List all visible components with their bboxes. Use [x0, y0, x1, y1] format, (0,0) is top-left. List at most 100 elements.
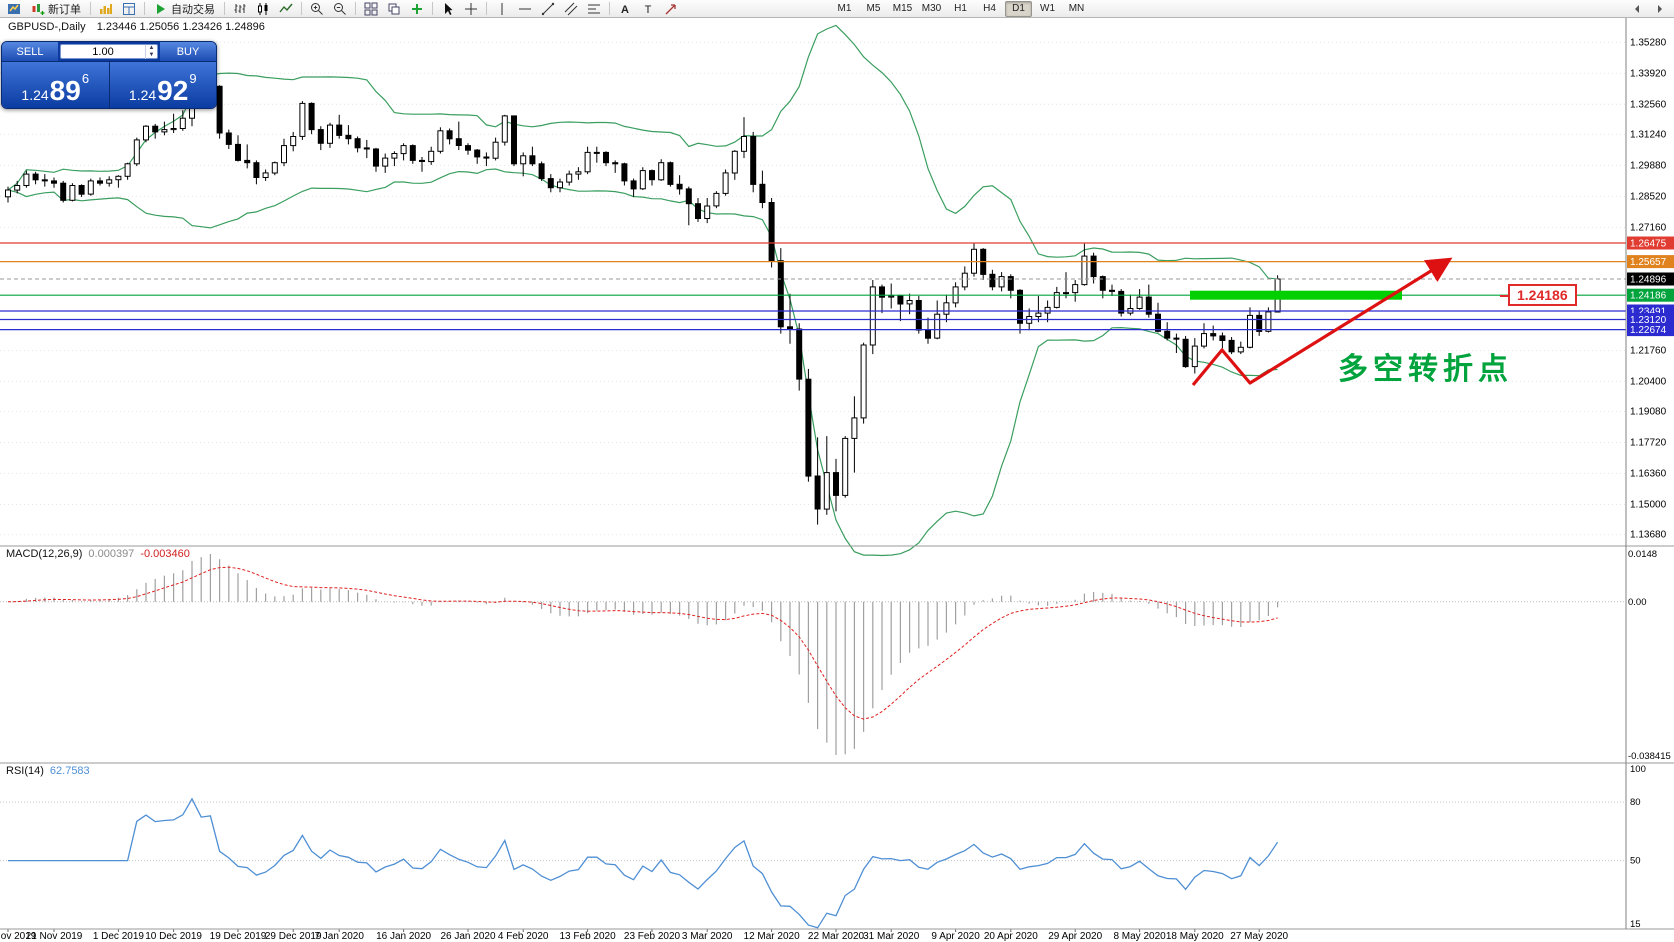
timeframe-m5[interactable]: M5: [866, 2, 881, 14]
svg-text:23 Feb 2020: 23 Feb 2020: [624, 931, 681, 942]
svg-text:4 Feb 2020: 4 Feb 2020: [498, 931, 549, 942]
sell-price-big: 89: [49, 75, 81, 106]
cascade-windows-icon[interactable]: [383, 0, 405, 17]
svg-text:0.00: 0.00: [1628, 597, 1647, 608]
svg-text:1.19080: 1.19080: [1630, 407, 1667, 418]
tile-windows-icon[interactable]: [360, 0, 382, 17]
zoom-out-icon[interactable]: [329, 0, 351, 17]
auto-trading-button[interactable]: 自动交易: [149, 1, 220, 16]
horizontal-price-lines[interactable]: [0, 242, 1626, 331]
price-callout-box: 1.24186: [1500, 284, 1577, 306]
macd-main-value: 0.000397: [88, 548, 135, 560]
toolbar-separator: [224, 2, 225, 15]
svg-text:1.17720: 1.17720: [1630, 438, 1667, 449]
arrow-tool-icon[interactable]: [660, 0, 682, 17]
buy-price-prefix: 1.24: [128, 87, 157, 103]
toolbar: 新订单 自动交易: [0, 0, 1674, 18]
support-zone-bar: [1190, 290, 1402, 300]
volume-input[interactable]: 1.00 ▲ ▼: [60, 44, 158, 59]
macd-signal-value: -0.003460: [140, 548, 190, 560]
zoom-in-icon[interactable]: [306, 0, 328, 17]
svg-text:1.15000: 1.15000: [1630, 500, 1667, 511]
volume-stepper[interactable]: ▲ ▼: [145, 44, 157, 59]
timeframe-toolbar: M1 M5 M15 M30 H1 H4 D1 W1 MN: [831, 0, 1090, 17]
timeframe-mn[interactable]: MN: [1068, 2, 1085, 14]
new-order-label: 新订单: [48, 3, 81, 16]
scroll-right-icon[interactable]: [1649, 0, 1671, 17]
crosshair-icon[interactable]: [460, 0, 482, 17]
timeframe-h1[interactable]: H1: [954, 2, 967, 14]
sell-price-button[interactable]: 1.24 89 6: [2, 62, 109, 108]
svg-text:15: 15: [1630, 919, 1641, 930]
sell-price-prefix: 1.24: [21, 87, 49, 103]
svg-text:1.26475: 1.26475: [1630, 239, 1667, 250]
data-window-icon[interactable]: [118, 0, 140, 17]
app-icon: [3, 0, 25, 17]
svg-text:9 Apr 2020: 9 Apr 2020: [931, 931, 980, 942]
svg-text:31 Mar 2020: 31 Mar 2020: [863, 931, 920, 942]
bar-chart-icon[interactable]: [229, 0, 251, 17]
buy-price-sup: 9: [189, 71, 197, 86]
timeframe-h4[interactable]: H4: [983, 2, 996, 14]
fibonacci-icon[interactable]: [583, 0, 605, 17]
timeframe-m1[interactable]: M1: [837, 2, 852, 14]
macd-indicator-label: MACD(12,26,9) 0.000397 -0.003460: [6, 548, 190, 560]
text-label-icon[interactable]: T: [637, 0, 659, 17]
timeframe-m30[interactable]: M30: [921, 2, 942, 14]
toolbar-separator: [301, 2, 302, 15]
one-click-trading-panel: SELL 1.00 ▲ ▼ BUY 1.24 89 6 1.24 92 9: [1, 41, 217, 109]
bollinger-lower-band: [7, 168, 1278, 557]
buy-button[interactable]: BUY: [160, 42, 216, 61]
line-chart-icon[interactable]: [275, 0, 297, 17]
buy-price-button[interactable]: 1.24 92 9: [109, 62, 216, 108]
cursor-icon[interactable]: [437, 0, 459, 17]
toolbar-separator: [144, 2, 145, 15]
sell-button[interactable]: SELL: [2, 42, 58, 61]
price-axis[interactable]: 1.26475 1.25657 1.24896 1.24186 1.234911.231…: [1627, 236, 1674, 337]
svg-text:T: T: [645, 4, 652, 16]
svg-text:1.27160: 1.27160: [1630, 222, 1667, 233]
svg-text:1.13680: 1.13680: [1630, 530, 1667, 541]
chart-canvas[interactable]: 1.35280 1.33920 1.32560 1.31240 1.29880 1.285…: [0, 18, 1674, 942]
auto-trading-icon: [154, 2, 168, 16]
vertical-line-icon[interactable]: [491, 0, 513, 17]
rsi-value: 62.7583: [49, 765, 90, 777]
svg-text:1.22674: 1.22674: [1630, 325, 1667, 336]
annotations: [1191, 257, 1453, 387]
svg-text:1.28520: 1.28520: [1630, 191, 1667, 202]
svg-text:1.33920: 1.33920: [1630, 68, 1667, 79]
text-icon[interactable]: A: [614, 0, 636, 17]
svg-text:1.25657: 1.25657: [1630, 257, 1667, 268]
add-indicator-icon[interactable]: [406, 0, 428, 17]
svg-text:1.20400: 1.20400: [1630, 376, 1667, 387]
svg-text:1.24896: 1.24896: [1630, 275, 1667, 286]
svg-text:1.23491: 1.23491: [1630, 307, 1667, 318]
svg-text:19 Dec 2019: 19 Dec 2019: [210, 931, 267, 942]
new-order-icon: [31, 2, 45, 16]
svg-text:1.29880: 1.29880: [1630, 160, 1667, 171]
toolbar-overflow: [1626, 0, 1671, 17]
svg-text:10 Dec 2019: 10 Dec 2019: [145, 931, 202, 942]
new-order-button[interactable]: 新订单: [26, 1, 86, 16]
horizontal-line-icon[interactable]: [514, 0, 536, 17]
volume-up-icon[interactable]: ▲: [148, 44, 155, 51]
trendline-icon[interactable]: [537, 0, 559, 17]
candlestick-chart-icon[interactable]: [252, 0, 274, 17]
scroll-left-icon[interactable]: [1626, 0, 1648, 17]
main-gridlines: 1.35280 1.33920 1.32560 1.31240 1.29880 1.285…: [0, 37, 1667, 541]
timeframe-d1[interactable]: D1: [1005, 0, 1032, 17]
toolbar-separator: [486, 2, 487, 15]
timeframe-w1[interactable]: W1: [1040, 2, 1055, 14]
svg-text:80: 80: [1630, 797, 1641, 808]
macd-signal-line: [7, 566, 1278, 720]
channel-icon[interactable]: [560, 0, 582, 17]
timeframe-m15[interactable]: M15: [892, 2, 913, 14]
svg-text:50: 50: [1630, 856, 1641, 867]
svg-text:0.0148: 0.0148: [1628, 549, 1657, 560]
volume-value[interactable]: 1.00: [92, 45, 114, 58]
market-watch-icon[interactable]: [95, 0, 117, 17]
svg-text:13 Feb 2020: 13 Feb 2020: [560, 931, 617, 942]
volume-down-icon[interactable]: ▼: [148, 51, 155, 58]
